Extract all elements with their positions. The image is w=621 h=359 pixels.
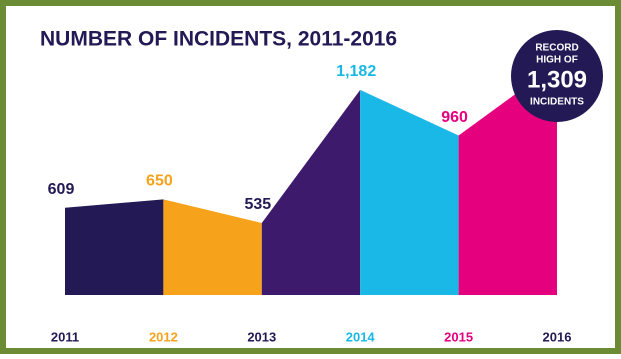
area-segment <box>65 199 164 295</box>
value-label: 1,309 <box>527 66 587 93</box>
record-badge <box>511 30 603 122</box>
area-segment <box>458 63 557 296</box>
area-segment <box>163 199 262 295</box>
value-label: 650 <box>146 173 173 190</box>
value-label: 535 <box>244 196 271 213</box>
chart-title: NUMBER OF INCIDENTS, 2011-2016 <box>40 28 397 51</box>
value-label: 960 <box>441 109 468 126</box>
badge-text: INCIDENTS <box>530 97 584 108</box>
x-tick-label: 2014 <box>346 329 376 344</box>
x-tick-label: 2013 <box>247 329 276 344</box>
x-tick-label: 2011 <box>51 329 79 344</box>
value-label: 1,182 <box>336 63 376 80</box>
x-tick-label: 2016 <box>543 329 572 344</box>
badge-text: RECORD <box>535 43 578 54</box>
x-tick-label: 2015 <box>444 329 473 344</box>
area-segment <box>261 89 361 296</box>
badge-text: HIGH OF <box>536 55 578 66</box>
x-tick-label: 2012 <box>149 329 178 344</box>
area-segment <box>360 89 459 296</box>
value-label: 609 <box>48 181 75 198</box>
